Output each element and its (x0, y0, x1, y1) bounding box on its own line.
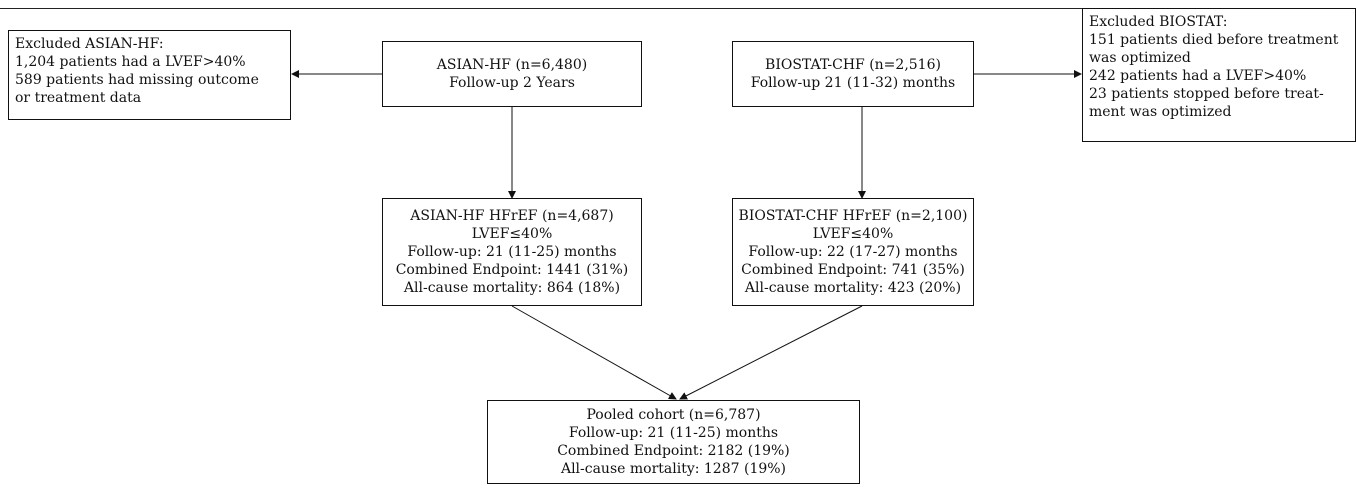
excluded-biostat-line: ment was optimized (1089, 104, 1232, 120)
excluded-asian-line: 1,204 patients had a LVEF>40% (15, 54, 246, 70)
pooled-line: All-cause mortality: 1287 (19%) (560, 461, 787, 477)
biostat-hfref-box: BIOSTAT-CHF HFrEF (n=2,100) LVEF≤40% Fol… (732, 198, 974, 306)
excluded-biostat-line: Excluded BIOSTAT: (1089, 14, 1228, 30)
asian-hf-followup: Follow-up 2 Years (449, 75, 575, 91)
excluded-asian-line: 589 patients had missing outcome (15, 72, 259, 88)
biostat-chf-box: BIOSTAT-CHF (n=2,516) Follow-up 21 (11-3… (732, 41, 974, 107)
pooled-cohort-box: Pooled cohort (n=6,787) Follow-up: 21 (1… (487, 400, 860, 484)
excluded-asian-line: Excluded ASIAN-HF: (15, 36, 164, 52)
excluded-biostat-line: 242 patients had a LVEF>40% (1089, 68, 1307, 84)
asian-hfref-box: ASIAN-HF HFrEF (n=4,687) LVEF≤40% Follow… (382, 198, 642, 306)
arrow-biostat-hfref-to-pooled (679, 305, 863, 400)
excluded-biostat-line: 151 patients died before treatment (1089, 32, 1339, 48)
asian-hfref-line: LVEF≤40% (471, 226, 553, 242)
asian-hf-box: ASIAN-HF (n=6,480) Follow-up 2 Years (382, 41, 642, 107)
biostat-chf-title: BIOSTAT-CHF (n=2,516) (765, 57, 941, 73)
top-rule (0, 8, 1356, 9)
biostat-hfref-line: Combined Endpoint: 741 (35%) (741, 262, 965, 278)
asian-hfref-line: ASIAN-HF HFrEF (n=4,687) (410, 208, 614, 224)
excluded-biostat-box: Excluded BIOSTAT: 151 patients died befo… (1082, 8, 1356, 142)
pooled-line: Follow-up: 21 (11-25) months (568, 425, 779, 441)
excluded-asian-line: or treatment data (15, 90, 142, 106)
arrow-asian-hfref-to-pooled (511, 305, 677, 400)
biostat-hfref-line: All-cause mortality: 423 (20%) (744, 280, 962, 296)
excluded-asian-box: Excluded ASIAN-HF: 1,204 patients had a … (8, 30, 291, 120)
biostat-hfref-line: Follow-up: 22 (17-27) months (748, 244, 958, 260)
biostat-hfref-line: LVEF≤40% (812, 226, 894, 242)
pooled-line: Combined Endpoint: 2182 (19%) (557, 443, 790, 459)
asian-hf-title: ASIAN-HF (n=6,480) (436, 57, 588, 73)
excluded-biostat-line: 23 patients stopped before treat- (1089, 86, 1324, 102)
excluded-biostat-line: was optimized (1089, 50, 1191, 66)
asian-hfref-line: Follow-up: 21 (11-25) months (407, 244, 617, 260)
pooled-line: Pooled cohort (n=6,787) (586, 407, 761, 423)
biostat-hfref-line: BIOSTAT-CHF HFrEF (n=2,100) (738, 208, 968, 224)
asian-hfref-line: All-cause mortality: 864 (18%) (403, 280, 621, 296)
asian-hfref-line: Combined Endpoint: 1441 (31%) (395, 262, 629, 278)
biostat-chf-followup: Follow-up 21 (11-32) months (750, 75, 956, 91)
